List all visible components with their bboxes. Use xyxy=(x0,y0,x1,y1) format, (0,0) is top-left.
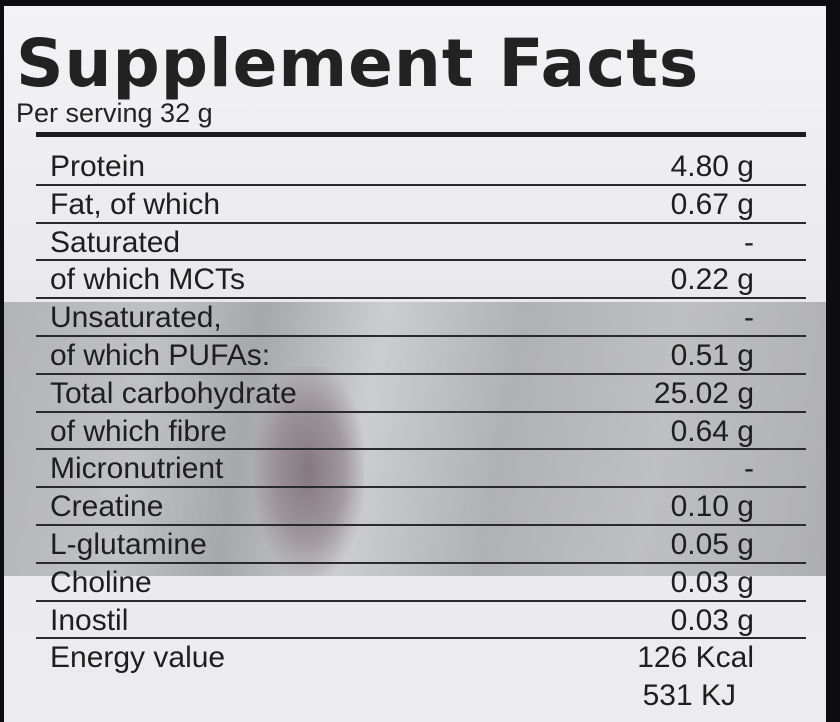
serving-size: Per serving 32 g xyxy=(16,98,213,128)
nutrient-value: 4.80 g xyxy=(670,150,754,183)
nutrient-name: Choline xyxy=(50,565,152,599)
nutrient-row: Fat, of which 0.67 g xyxy=(36,186,806,224)
nutrient-name: Total carbohydrate xyxy=(50,376,297,410)
energy-label: Energy value xyxy=(50,641,226,675)
nutrient-value: 0.51 g xyxy=(670,338,754,372)
nutrient-name: of which MCTs xyxy=(50,263,246,297)
nutrient-row: Unsaturated, - xyxy=(36,299,806,337)
nutrient-row: L-glutamine 0.05 g xyxy=(36,526,806,564)
nutrient-row: Choline 0.03 g xyxy=(36,564,806,602)
nutrient-name: of which fibre xyxy=(50,414,227,448)
nutrient-value: 0.03 g xyxy=(670,565,754,599)
nutrient-value: 25.02 g xyxy=(653,376,754,410)
nutrient-name: Protein xyxy=(50,150,146,183)
foil-glare xyxy=(4,302,826,576)
nutrient-row: Inostil 0.03 g xyxy=(36,602,806,640)
nutrient-value: 0.05 g xyxy=(670,527,754,561)
nutrient-value: 0.64 g xyxy=(670,414,754,448)
nutrient-value: 0.03 g xyxy=(670,603,754,637)
nutrient-value: - xyxy=(744,225,754,259)
nutrient-name: Creatine xyxy=(50,490,164,524)
nutrient-row: Protein 4.80 g xyxy=(36,148,806,186)
nutrient-name: of which PUFAs: xyxy=(50,338,271,372)
nutrient-table: Protein 4.80 g Fat, of which 0.67 g Satu… xyxy=(36,148,806,719)
nutrient-value: 0.22 g xyxy=(670,263,754,297)
nutrient-value: - xyxy=(744,452,754,486)
label-title: Supplement Facts xyxy=(16,25,700,102)
energy-kj: 531 KJ xyxy=(642,679,736,713)
nutrient-name: Saturated xyxy=(50,225,181,259)
nutrient-name: Inostil xyxy=(50,603,129,637)
nutrient-name: Micronutrient xyxy=(50,452,224,486)
nutrient-name: Fat, of which xyxy=(50,187,221,221)
nutrient-row: of which PUFAs: 0.51 g xyxy=(36,337,806,375)
energy-row: Energy value 126 Kcal 531 KJ xyxy=(36,639,806,719)
foil-reflection xyxy=(254,366,364,576)
header-divider xyxy=(36,132,806,137)
nutrient-row: Saturated - xyxy=(36,224,806,262)
nutrient-name: Unsaturated, xyxy=(50,301,222,335)
nutrient-row: of which MCTs 0.22 g xyxy=(36,261,806,300)
nutrient-row: Total carbohydrate 25.02 g xyxy=(36,375,806,413)
nutrient-value: 0.67 g xyxy=(670,187,754,221)
nutrient-name: L-glutamine xyxy=(50,527,207,561)
nutrient-row: Micronutrient - xyxy=(36,450,806,489)
nutrient-row: of which fibre 0.64 g xyxy=(36,413,806,451)
energy-kcal: 126 Kcal xyxy=(637,641,754,675)
nutrient-row: Creatine 0.10 g xyxy=(36,488,806,526)
supplement-facts-label: Supplement Facts Per serving 32 g Protei… xyxy=(4,6,826,722)
nutrient-value: 0.10 g xyxy=(670,490,754,524)
nutrient-value: - xyxy=(744,301,754,335)
